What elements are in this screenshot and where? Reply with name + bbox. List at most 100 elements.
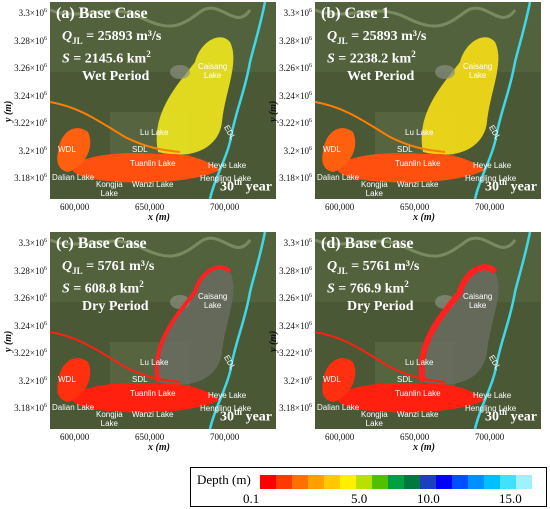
x-tick-label: 650,000 (135, 202, 165, 212)
y-tick-label: 3.28×106 (14, 265, 47, 276)
area-label: S = 608.8 km2 (62, 279, 144, 297)
year-label: 30th year (220, 407, 272, 425)
south-dongting-lake (335, 153, 485, 183)
heye-lake-label: Heye Lake (208, 391, 247, 400)
yangtze-river (208, 232, 267, 429)
legend-tick: 0.1 (243, 491, 260, 506)
legend-swatch (452, 475, 468, 489)
discharge-label: QJL = 25893 m³/s (62, 29, 162, 46)
y-tick-label: 3.24×106 (14, 90, 47, 101)
x-tick-label: 600,000 (325, 202, 355, 212)
y-tick-label: 3.3×106 (18, 8, 47, 18)
legend-swatch (372, 475, 388, 489)
period-label: Dry Period (82, 299, 149, 314)
east-dongting-lake (156, 267, 234, 385)
year-label: 30th year (220, 177, 272, 195)
area-label: S = 766.9 km2 (327, 279, 409, 297)
east-dongting-lake (421, 37, 499, 155)
satellite-map: (d) Base Case QJL = 5761 m³/s S = 766.9 … (315, 232, 541, 429)
yangtze-river (473, 232, 532, 429)
y-tick-label: 3.22×106 (14, 348, 47, 358)
dalian-lake-label: Dalian Lake (317, 173, 360, 182)
sdl-label: SDL (397, 375, 413, 384)
caisang-lake-label: Caisang Lake (198, 62, 228, 80)
west-dongting-lake (57, 358, 91, 402)
yangtze-river (473, 2, 532, 199)
legend-swatch (260, 475, 276, 489)
caisang-lake-label: Caisang Lake (463, 292, 493, 310)
dalian-lake-label: Dalian Lake (317, 403, 360, 412)
area-label: S = 2238.2 km2 (327, 49, 416, 67)
satellite-map: (c) Base Case QJL = 5761 m³/s S = 608.8 … (50, 232, 276, 429)
south-dongting-lake (335, 383, 485, 413)
dalian-lake-label: Dalian Lake (52, 173, 95, 182)
legend-swatch (516, 475, 532, 489)
y-tick-label: 3.26×106 (14, 63, 47, 73)
y-tick-label: 3.18×106 (14, 403, 47, 413)
map-graphic (315, 2, 541, 199)
y-tick-label: 3.26×106 (14, 293, 47, 303)
panel-title: (d) Base Case (321, 235, 414, 252)
channel (315, 331, 446, 383)
upper-river (50, 6, 252, 28)
lu-lake-label: Lu Lake (140, 358, 169, 367)
map-graphic (50, 232, 276, 429)
y-axis-label: y (m) (3, 330, 14, 352)
year-label: 30th year (485, 407, 537, 425)
x-axis-label: x (m) (148, 212, 170, 223)
legend-swatch (468, 475, 484, 489)
east-dongting-lake (421, 267, 499, 385)
panel-title: (b) Case 1 (321, 5, 390, 22)
south-dongting-lake (70, 383, 220, 413)
legend-swatch (356, 475, 372, 489)
channel (50, 331, 181, 383)
x-tick-label: 700,000 (210, 432, 240, 442)
upper-river (315, 236, 517, 258)
y-axis-label: y (m) (3, 100, 14, 122)
wanzi-lake-label: Wanzi Lake (132, 180, 174, 189)
upper-river (315, 6, 517, 28)
x-tick-label: 600,000 (60, 202, 90, 212)
y-tick-label: 3.18×106 (279, 403, 312, 413)
wanzi-lake-label: Wanzi Lake (397, 180, 439, 189)
y-tick-label: 3.3×106 (283, 238, 312, 248)
caisang-lake-label: Caisang Lake (463, 62, 493, 80)
y-tick-label: 3.3×106 (18, 238, 47, 248)
legend-swatch (404, 475, 420, 489)
lu-lake-label: Lu Lake (405, 128, 434, 137)
x-tick-label: 650,000 (135, 432, 165, 442)
legend-swatch (292, 475, 308, 489)
y-tick-label: 3.28×106 (14, 35, 47, 46)
x-tick-label: 650,000 (400, 432, 430, 442)
discharge-label: QJL = 5761 m³/s (62, 259, 155, 276)
sdl-label: SDL (132, 375, 148, 384)
legend-swatch (308, 475, 324, 489)
east-dongting-lake (156, 37, 234, 155)
caisang-lake-label: Caisang Lake (198, 292, 228, 310)
dalian-lake-label: Dalian Lake (52, 403, 95, 412)
x-axis-label: x (m) (148, 442, 170, 453)
kongjia-lake-label: Kongjia Lake (96, 180, 123, 198)
south-dongting-lake (70, 153, 220, 183)
y-axis-label: y (m) (268, 330, 279, 352)
west-dongting-lake (322, 358, 356, 402)
discharge-label: QJL = 5761 m³/s (327, 259, 420, 276)
period-label: Wet Period (347, 69, 415, 84)
panel-title: (a) Base Case (56, 5, 148, 22)
y-tick-label: 3.26×106 (279, 63, 312, 73)
legend-colorbar (260, 475, 532, 489)
heye-lake-label: Heye Lake (473, 161, 512, 170)
legend-swatch (500, 475, 516, 489)
x-tick-label: 700,000 (210, 202, 240, 212)
map-panel-1: (a) Base Case QJL = 25893 m³/s S = 2145.… (50, 2, 276, 199)
legend-swatch (484, 475, 500, 489)
channel (50, 101, 181, 153)
period-label: Wet Period (82, 69, 150, 84)
kongjia-lake-label: Kongjia Lake (361, 180, 388, 198)
wdl-label: WDL (323, 145, 341, 154)
y-tick-label: 3.2×106 (18, 375, 47, 386)
map-graphic (50, 2, 276, 199)
lu-lake-shape (435, 65, 455, 79)
y-tick-label: 3.22×106 (279, 348, 312, 358)
y-tick-label: 3.24×106 (279, 90, 312, 101)
